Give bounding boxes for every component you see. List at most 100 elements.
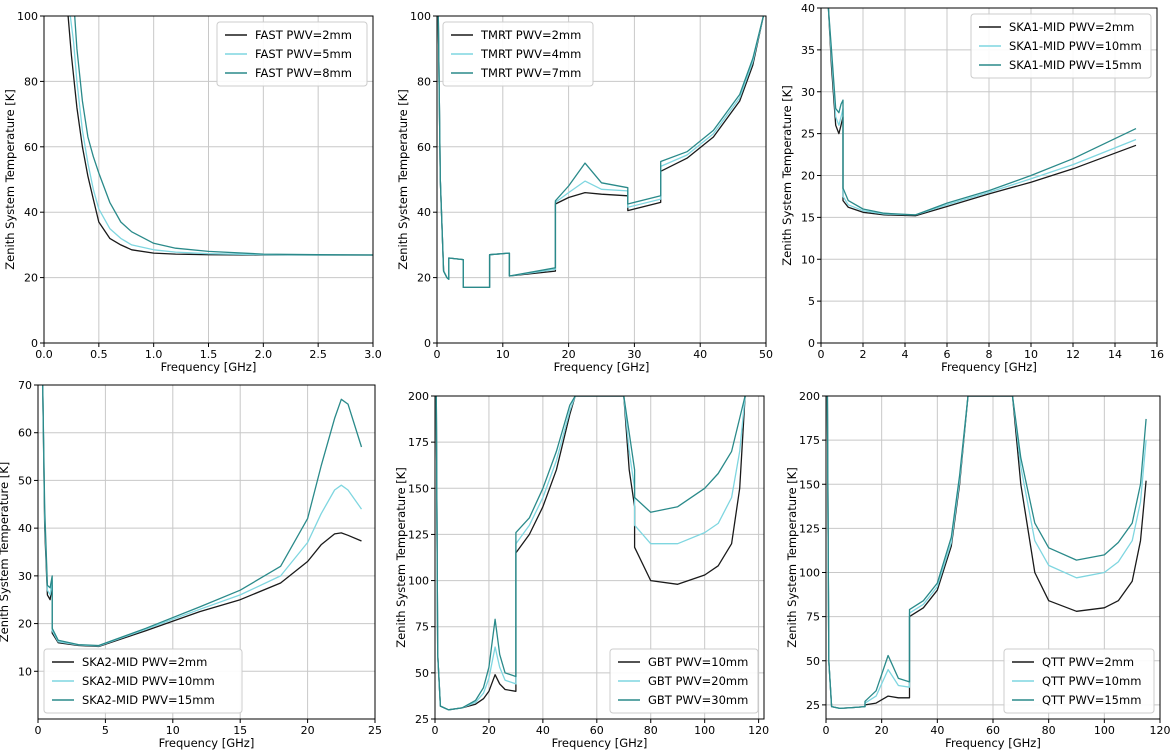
y-tick-label: 15 <box>801 211 815 224</box>
series-line-1 <box>827 8 1137 217</box>
x-tick-label: 3.0 <box>364 348 382 361</box>
x-tick-label: 40 <box>693 348 707 361</box>
y-axis-label: Zenith System Temperature [K] <box>785 467 799 647</box>
axes-frame <box>434 395 765 720</box>
series-line-2 <box>69 16 373 256</box>
legend-label: SKA2-MID PWV=10mm <box>82 674 215 688</box>
legend-label: GBT PWV=20mm <box>648 674 748 688</box>
y-tick-label: 150 <box>408 482 429 495</box>
chart-panel-5: 0 20 40 60 80 100 120 25 50 75 100 125 150 175 200 Freq… <box>394 390 769 750</box>
x-tick-label: 60 <box>986 724 1000 737</box>
x-tick-label: 0.5 <box>90 348 108 361</box>
legend-box <box>43 648 243 714</box>
series-line-3 <box>74 16 373 256</box>
x-tick-label: 40 <box>930 724 944 737</box>
x-axis-label: Frequency [GHz] <box>159 736 255 750</box>
legend-label: FAST PWV=5mm <box>255 47 352 61</box>
x-tick-label: 5 <box>102 724 109 737</box>
y-axis-label: Zenith System Temperature [K] <box>394 467 408 647</box>
chart-panel-6: 0 20 40 60 80 100 120 25 50 75 100 125 150 175 200 Freq… <box>785 390 1170 750</box>
legend-label: FAST PWV=2mm <box>255 28 352 42</box>
chart-panel-4: 0 5 10 15 20 25 10 20 30 40 50 60 70 Frequency [GHz] Z… <box>0 379 382 750</box>
series-line-1 <box>435 396 746 711</box>
series-line-3 <box>437 16 765 289</box>
y-tick-label: 40 <box>417 206 431 219</box>
y-axis-label: Zenith System Temperature [K] <box>396 89 410 269</box>
y-axis-label: Zenith System Temperature [K] <box>0 462 11 642</box>
legend: FAST PWV=2mm FAST PWV=5mm FAST PWV=8mm <box>216 21 368 87</box>
series-line-3 <box>435 396 746 711</box>
x-tick-label: 0 <box>35 724 42 737</box>
y-axis-label: Zenith System Temperature [K] <box>3 89 17 269</box>
y-tick-label: 40 <box>18 522 32 535</box>
y-tick-label: 20 <box>417 272 431 285</box>
x-tick-label: 10 <box>1024 348 1038 361</box>
y-tick-label: 60 <box>18 427 32 440</box>
x-tick-label: 6 <box>944 348 951 361</box>
y-tick-label: 25 <box>415 713 429 726</box>
x-tick-label: 20 <box>562 348 576 361</box>
x-tick-label: 60 <box>590 724 604 737</box>
x-tick-label: 0 <box>434 348 441 361</box>
series-line-3 <box>826 396 1147 710</box>
legend-box <box>442 21 594 87</box>
x-tick-label: 100 <box>694 724 715 737</box>
legend: QTT PWV=2mm QTT PWV=10mm QTT PWV=15mm <box>1003 648 1155 714</box>
x-axis-label: Frequency [GHz] <box>941 360 1037 374</box>
legend-label: SKA2-MID PWV=15mm <box>82 693 215 707</box>
y-tick-label: 50 <box>18 474 32 487</box>
series-line-2 <box>827 8 1137 216</box>
x-tick-label: 80 <box>1042 724 1056 737</box>
legend-box <box>216 21 368 87</box>
y-axis-label: Zenith System Temperature [K] <box>780 85 794 265</box>
legend-label: SKA1-MID PWV=10mm <box>1009 39 1142 53</box>
y-tick-label: 80 <box>24 75 38 88</box>
legend-label: GBT PWV=30mm <box>648 693 748 707</box>
y-tick-label: 125 <box>799 522 820 535</box>
y-tick-label: 75 <box>415 621 429 634</box>
legend-label: TMRT PWV=2mm <box>480 28 581 42</box>
x-tick-label: 50 <box>759 348 773 361</box>
y-tick-label: 75 <box>806 611 820 624</box>
legend-label: FAST PWV=8mm <box>255 66 352 80</box>
legend-label: SKA1-MID PWV=2mm <box>1009 20 1134 34</box>
legend: GBT PWV=10mm GBT PWV=20mm GBT PWV=30mm <box>609 648 759 714</box>
y-tick-label: 5 <box>808 295 815 308</box>
y-tick-label: 60 <box>417 141 431 154</box>
legend-label: QTT PWV=15mm <box>1042 693 1141 707</box>
legend: TMRT PWV=2mm TMRT PWV=4mm TMRT PWV=7mm <box>442 21 594 87</box>
y-tick-label: 40 <box>24 206 38 219</box>
x-tick-label: 120 <box>748 724 769 737</box>
x-axis-label: Frequency [GHz] <box>554 360 650 374</box>
legend-label: GBT PWV=10mm <box>648 655 748 669</box>
y-tick-label: 175 <box>799 434 820 447</box>
series-line-2 <box>42 385 363 647</box>
series-line-3 <box>827 8 1137 216</box>
y-tick-label: 125 <box>408 528 429 541</box>
y-tick-label: 175 <box>408 436 429 449</box>
y-tick-label: 20 <box>801 170 815 183</box>
legend-box <box>1003 648 1155 714</box>
chart-panel-2: 0 10 20 30 40 50 0 20 40 60 80 100 Frequency [GHz] Ze… <box>396 10 773 374</box>
x-tick-label: 8 <box>986 348 993 361</box>
y-tick-label: 70 <box>18 379 32 392</box>
legend-label: SKA1-MID PWV=15mm <box>1009 58 1142 72</box>
y-tick-label: 10 <box>801 253 815 266</box>
axes-frame <box>436 15 767 344</box>
legend: SKA1-MID PWV=2mm SKA1-MID PWV=10mm SKA1-MI… <box>970 13 1152 79</box>
y-tick-label: 100 <box>408 575 429 588</box>
y-tick-label: 25 <box>801 128 815 141</box>
legend-label: TMRT PWV=7mm <box>480 66 581 80</box>
y-tick-label: 100 <box>17 10 38 23</box>
legend-box <box>970 13 1152 79</box>
x-tick-label: 20 <box>482 724 496 737</box>
legend-label: SKA2-MID PWV=2mm <box>82 655 207 669</box>
x-tick-label: 10 <box>166 724 180 737</box>
series-line-3 <box>42 385 363 647</box>
y-tick-label: 50 <box>415 667 429 680</box>
y-tick-label: 150 <box>799 478 820 491</box>
x-tick-label: 30 <box>627 348 641 361</box>
x-tick-label: 100 <box>1094 724 1115 737</box>
x-tick-label: 0 <box>823 724 830 737</box>
legend: SKA2-MID PWV=2mm SKA2-MID PWV=10mm SKA2-MI… <box>43 648 243 714</box>
